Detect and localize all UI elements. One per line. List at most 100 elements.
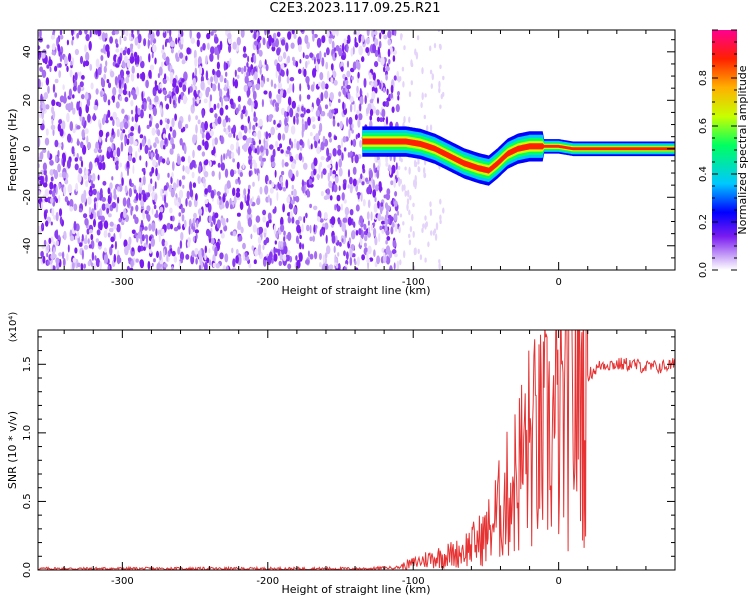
noise-speck xyxy=(201,109,205,119)
noise-speck xyxy=(175,37,178,45)
noise-speck xyxy=(90,233,94,241)
noise-speck xyxy=(109,182,113,190)
noise-speck xyxy=(97,174,100,181)
y-tick-label: 20 xyxy=(22,94,33,107)
noise-speck xyxy=(220,229,223,234)
noise-speck xyxy=(122,89,127,96)
noise-speck xyxy=(77,84,81,94)
noise-speck xyxy=(332,170,337,176)
colorbar xyxy=(712,30,737,270)
noise-speck xyxy=(214,46,219,56)
noise-speck xyxy=(427,241,430,248)
noise-speck xyxy=(50,124,56,131)
noise-speck xyxy=(204,199,209,205)
x-tick-label: -100 xyxy=(402,277,425,288)
noise-speck xyxy=(126,198,130,208)
noise-speck xyxy=(82,144,87,155)
noise-speck xyxy=(89,30,92,38)
noise-speck xyxy=(438,259,441,264)
noise-speck xyxy=(286,196,291,204)
noise-speck xyxy=(295,153,300,161)
noise-speck xyxy=(373,79,378,88)
noise-speck xyxy=(298,252,303,262)
noise-speck xyxy=(401,66,405,72)
noise-speck xyxy=(154,57,157,65)
noise-speck xyxy=(109,246,113,256)
noise-speck xyxy=(217,116,222,125)
noise-speck xyxy=(359,87,362,98)
noise-speck xyxy=(307,60,310,65)
noise-speck xyxy=(176,155,181,165)
noise-speck xyxy=(96,191,100,201)
noise-speck xyxy=(54,92,58,98)
noise-speck xyxy=(58,194,61,203)
noise-speck xyxy=(390,180,394,186)
noise-speck xyxy=(137,33,142,44)
noise-speck xyxy=(172,99,176,106)
noise-speck xyxy=(171,117,175,128)
noise-speck xyxy=(226,218,229,223)
noise-speck xyxy=(126,265,130,270)
noise-speck xyxy=(254,40,258,46)
noise-speck xyxy=(331,30,337,36)
noise-speck xyxy=(159,119,163,126)
noise-speck xyxy=(195,124,198,134)
noise-speck xyxy=(309,224,312,234)
noise-speck xyxy=(333,135,338,141)
noise-speck xyxy=(277,181,280,189)
noise-speck xyxy=(404,166,407,171)
noise-speck xyxy=(355,91,359,99)
noise-speck xyxy=(289,77,295,82)
noise-speck xyxy=(170,137,174,146)
noise-speck xyxy=(159,206,164,213)
noise-speck xyxy=(81,129,86,139)
noise-speck xyxy=(393,75,397,81)
noise-speck xyxy=(439,64,442,70)
noise-speck xyxy=(47,85,50,94)
noise-speck xyxy=(139,134,144,139)
noise-speck xyxy=(292,83,295,93)
noise-speck xyxy=(194,67,197,77)
noise-speck xyxy=(392,55,396,62)
noise-speck xyxy=(53,215,57,220)
noise-speck xyxy=(119,229,122,239)
noise-speck xyxy=(64,196,69,203)
noise-speck xyxy=(413,247,416,256)
noise-speck xyxy=(347,184,350,189)
noise-speck xyxy=(336,30,339,37)
noise-speck xyxy=(282,254,287,262)
noise-speck xyxy=(301,179,304,187)
noise-speck xyxy=(169,41,175,47)
noise-speck xyxy=(234,69,237,78)
noise-speck xyxy=(317,99,321,104)
noise-speck xyxy=(377,97,379,104)
noise-speck xyxy=(212,83,217,92)
noise-speck xyxy=(59,128,64,137)
noise-speck xyxy=(131,247,134,252)
noise-speck xyxy=(328,264,334,270)
noise-speck xyxy=(319,50,322,60)
noise-speck xyxy=(360,34,365,43)
noise-speck xyxy=(240,112,244,120)
noise-speck xyxy=(391,106,395,113)
noise-speck xyxy=(208,259,212,266)
noise-speck xyxy=(122,50,127,56)
snr-axes: -300 -200 -100 00.00.51.01.5 xyxy=(22,330,676,587)
noise-speck xyxy=(265,131,269,140)
noise-speck xyxy=(250,56,254,63)
noise-speck xyxy=(430,83,433,89)
noise-speck xyxy=(109,136,114,143)
noise-speck xyxy=(121,108,125,114)
noise-speck xyxy=(204,188,209,195)
noise-speck xyxy=(234,79,239,89)
noise-speck xyxy=(72,74,75,84)
noise-speck xyxy=(194,57,198,67)
noise-speck xyxy=(285,42,289,52)
noise-speck xyxy=(164,240,168,247)
noise-speck xyxy=(352,166,357,175)
noise-speck xyxy=(374,155,377,163)
noise-speck xyxy=(216,191,221,196)
noise-speck xyxy=(209,107,214,114)
noise-speck xyxy=(118,217,122,223)
